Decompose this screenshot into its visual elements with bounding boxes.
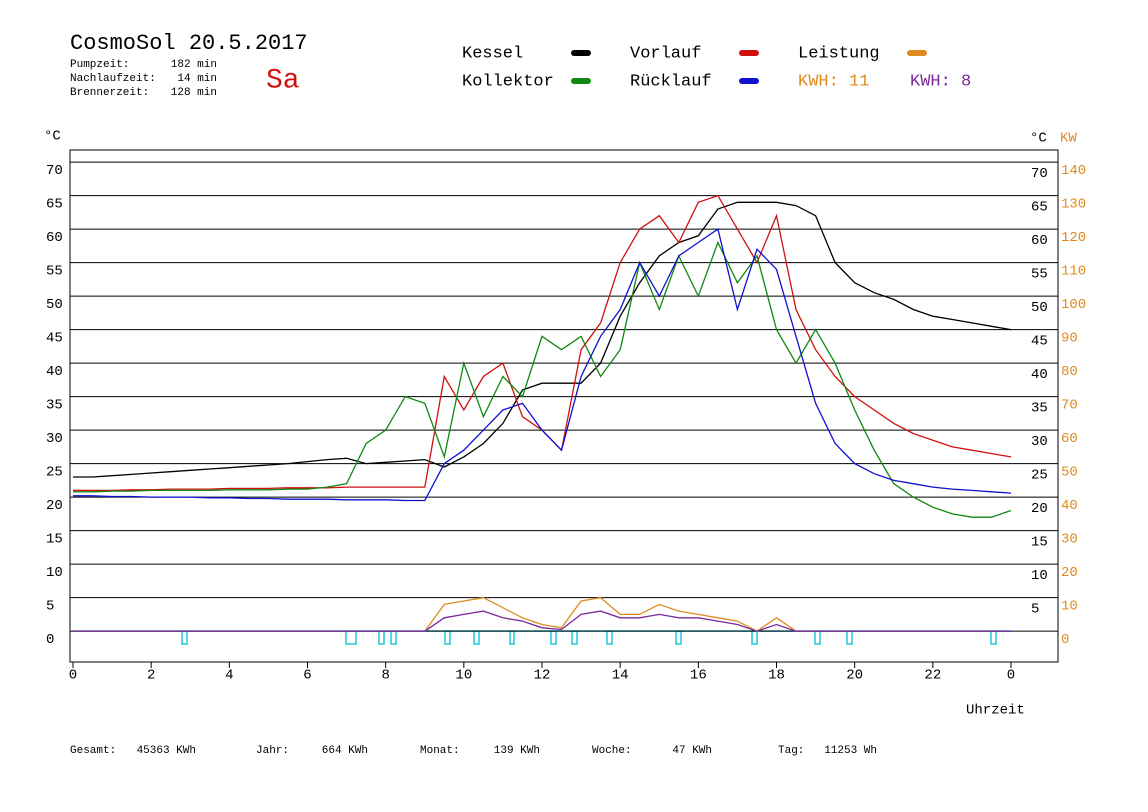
y-tick-label: 60 [46,230,63,246]
y2-tick-label: 10 [1061,598,1078,614]
y-tick-label-right: 55 [1031,266,1048,282]
y-tick-label-right: 65 [1031,199,1048,215]
x-tick-label: 0 [1007,668,1015,684]
legend-label: Kollektor [462,72,554,91]
series-line [73,610,1011,632]
total-label: Tag: [778,745,804,757]
y-tick-label-right: 10 [1031,568,1048,584]
y2-tick-label: 140 [1061,163,1086,179]
x-tick-label: 2 [147,668,155,684]
series-line [73,194,1012,492]
info-value: 182 min [171,59,217,71]
y-tick-label: 50 [46,297,63,313]
y-unit: °C [44,129,61,145]
y2-tick-label: 70 [1061,397,1078,413]
y2-tick-label: 30 [1061,531,1078,547]
x-tick-label: 16 [690,668,707,684]
y-tick-label-right: 60 [1031,233,1048,249]
x-tick-label: 14 [612,668,629,684]
y-tick-label: 30 [46,431,63,447]
info-value: 14 min [177,73,217,85]
y2-tick-label: 0 [1061,632,1069,648]
info-label: Pumpzeit: [70,59,129,71]
x-tick-label: 12 [534,668,551,684]
info-value: 128 min [171,87,217,99]
x-tick-label: 20 [846,668,863,684]
legend-label: Vorlauf [630,44,701,63]
legend-label: KWH: 8 [910,72,971,91]
total-value: 139 KWh [494,745,540,757]
info-label: Nachlaufzeit: [70,73,156,85]
x-tick-label: 8 [381,668,389,684]
y-tick-label: 15 [46,531,63,547]
y2-tick-label: 130 [1061,196,1086,212]
y-tick-label: 20 [46,498,63,514]
y-tick-label: 0 [46,632,54,648]
y-tick-label: 70 [46,163,63,179]
y2-tick-label: 120 [1061,230,1086,246]
y-tick-label-right: 50 [1031,300,1048,316]
y2-tick-label: 50 [1061,464,1078,480]
y-tick-label: 5 [46,598,54,614]
y-tick-label: 35 [46,397,63,413]
chart-title: CosmoSol 20.5.2017 [70,31,308,56]
series-line [73,597,1011,632]
series-line [73,201,1012,478]
y2-unit: KW [1060,131,1077,147]
total-label: Monat: [420,745,460,757]
total-value: 11253 Wh [824,745,877,757]
legend-label: Leistung [798,44,880,63]
x-tick-label: 10 [455,668,472,684]
y-tick-label: 55 [46,263,63,279]
total-label: Woche: [592,745,632,757]
y2-tick-label: 20 [1061,565,1078,581]
y-tick-label-right: 45 [1031,333,1048,349]
x-axis-label: Uhrzeit [966,703,1025,719]
y2-tick-label: 110 [1061,263,1086,279]
y-tick-label-right: 35 [1031,400,1048,416]
x-tick-label: 22 [924,668,941,684]
y-tick-label-right: 25 [1031,467,1048,483]
x-tick-label: 18 [768,668,785,684]
x-tick-label: 4 [225,668,233,684]
kwh-label: KWH: 11 [798,72,869,91]
y-tick-label-right: 70 [1031,166,1048,182]
y-tick-label-right: 30 [1031,434,1048,450]
y2-tick-label: 40 [1061,498,1078,514]
y-tick-label-right: 15 [1031,534,1048,550]
y-tick-label-right: 40 [1031,367,1048,383]
total-value: 45363 KWh [137,745,196,757]
series-line [73,240,1012,518]
y-tick-label: 45 [46,330,63,346]
info-label: Brennerzeit: [70,87,149,99]
x-tick-label: 0 [69,668,77,684]
y-tick-label: 10 [46,565,63,581]
y2-tick-label: 80 [1061,364,1078,380]
y-tick-label: 25 [46,464,63,480]
total-label: Gesamt: [70,745,116,757]
y2-tick-label: 100 [1061,297,1086,313]
day: Sa [266,65,300,96]
y-tick-label-right: 5 [1031,601,1039,617]
series-line [73,228,1012,502]
y2-tick-label: 90 [1061,330,1078,346]
legend-label: Rücklauf [630,72,712,91]
pump-markers [181,630,997,645]
y-tick-label: 40 [46,364,63,380]
y-tick-label-right: 20 [1031,501,1048,517]
plot-frame [69,149,1059,663]
y2-tick-label: 60 [1061,431,1078,447]
total-value: 47 KWh [672,745,712,757]
total-label: Jahr: [256,745,289,757]
legend-label: Kessel [462,44,523,63]
x-tick-label: 6 [303,668,311,684]
y-unit-right: °C [1030,131,1047,147]
y-tick-label: 65 [46,196,63,212]
total-value: 664 KWh [322,745,368,757]
